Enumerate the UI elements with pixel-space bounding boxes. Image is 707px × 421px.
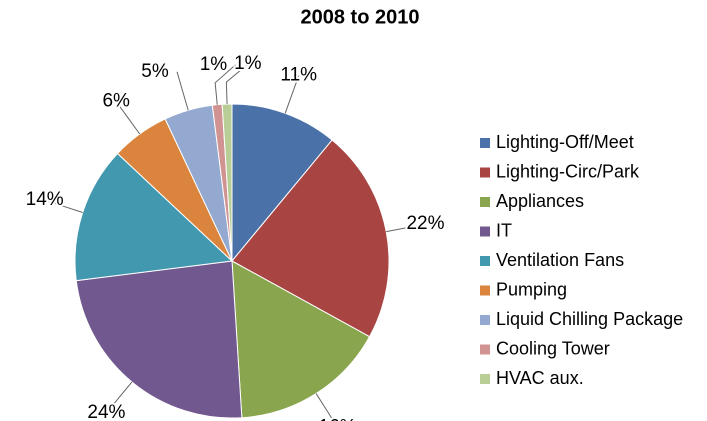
data-label: 24%	[87, 402, 125, 421]
legend-swatch	[480, 344, 490, 355]
legend-label: Pumping	[496, 279, 567, 299]
legend-swatch	[480, 256, 490, 266]
data-label: 14%	[26, 189, 64, 210]
leader-line	[176, 71, 189, 111]
chart-title: 2008 to 2010	[301, 6, 420, 28]
legend-label: Lighting-Off/Meet	[496, 132, 634, 152]
pie-slice	[75, 260, 243, 419]
legend-label: IT	[496, 220, 512, 240]
pie-slice	[221, 103, 233, 262]
leader-line	[225, 63, 249, 105]
data-label: 11%	[280, 65, 317, 86]
legend-swatch	[480, 285, 490, 296]
leader-line	[115, 101, 141, 135]
legend-label: Liquid Chilling Package	[496, 309, 683, 329]
pie-slice	[231, 139, 390, 338]
data-label: 1%	[234, 53, 262, 74]
leader-line	[44, 199, 83, 213]
legend-swatch	[480, 315, 490, 325]
legend-label: Cooling Tower	[496, 338, 610, 358]
legend-swatch	[480, 197, 490, 207]
data-label: 16%	[319, 416, 357, 421]
legend-label: Appliances	[496, 191, 584, 211]
leader-line	[315, 393, 335, 421]
data-label: 22%	[406, 213, 444, 234]
pie-slice	[74, 152, 234, 282]
legend-label: HVAC aux.	[496, 368, 584, 388]
pie-slice	[231, 103, 333, 263]
legend-swatch	[480, 374, 490, 384]
leader-line	[386, 223, 426, 233]
data-label: 1%	[200, 54, 228, 75]
data-label: 5%	[141, 61, 169, 82]
legend-swatch	[480, 167, 490, 178]
leader-line	[284, 75, 300, 114]
legend-label: Lighting-Circ/Park	[496, 161, 640, 181]
legend-swatch	[480, 138, 490, 148]
leader-line	[214, 64, 236, 105]
legend-swatch	[480, 226, 490, 237]
pie-slice	[231, 260, 371, 419]
leader-line	[106, 381, 133, 414]
data-label: 6%	[102, 91, 130, 112]
legend-label: Ventilation Fans	[496, 250, 624, 270]
